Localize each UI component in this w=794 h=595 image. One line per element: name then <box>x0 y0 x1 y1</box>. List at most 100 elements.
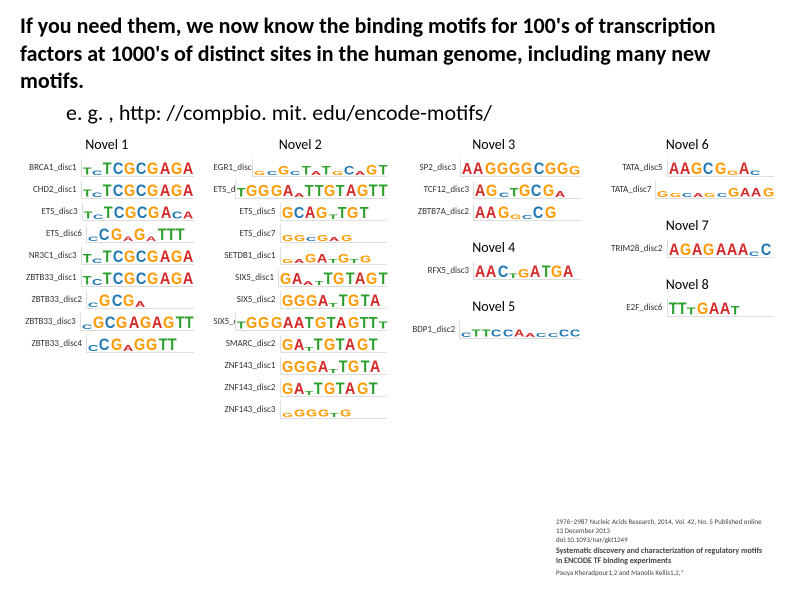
novel-header: Novel 7 <box>601 217 775 234</box>
motif-name: SIX5_disc1 <box>214 272 278 283</box>
motif-logo: AACTGATGA <box>473 262 581 280</box>
motif-row: ZBTB33_disc2CGCGA <box>20 291 194 309</box>
motif-name: ETS_disc6 <box>20 228 86 239</box>
motif-name: CHD2_disc1 <box>20 184 81 195</box>
motif-row: CHD2_disc1TCTCGCGAGA <box>20 181 194 199</box>
motif-name: SETDB1_disc1 <box>214 250 280 261</box>
motif-row: ZBTB33_disc1TCTCGCGAGA <box>20 269 194 287</box>
motif-logo: GAGATGTG <box>280 247 388 265</box>
motif-name: ZNF143_disc2 <box>214 382 280 393</box>
motif-name: ETS_disc1 <box>214 184 235 195</box>
motif-name: ZBTB33_disc4 <box>20 338 86 349</box>
motif-name: RFX5_disc3 <box>407 265 473 276</box>
motif-name: TCF12_disc3 <box>407 184 473 195</box>
citation-doi: doi:10.1093/nar/gkt1249 <box>556 535 766 544</box>
motif-name: SMARC_disc2 <box>214 338 280 349</box>
motif-row: SIX5_disc3TGGGAATGTAGTTT <box>214 313 388 331</box>
motif-logo: GGGGTG <box>280 401 388 419</box>
novel-header: Novel 5 <box>407 298 581 315</box>
motif-name: SP2_disc3 <box>407 162 460 173</box>
motif-row: ETS_disc7GGCGAG <box>214 225 388 243</box>
grid-column: Novel 1BRCA1_disc1TCTCGCGAGACHD2_disc1TC… <box>20 136 194 423</box>
motif-row: ETS_disc5GCAGTTGT <box>214 203 388 221</box>
motif-row: ETS_disc6CCGAGATTT <box>20 225 194 243</box>
motif-logo: GCGCTATGCAGT <box>252 159 387 177</box>
grid-column: Novel 2EGR1_disc4GCGCTATGCAGTETS_disc1TG… <box>214 136 388 423</box>
motif-row: ZBTB33_disc3CGCGAGAGTT <box>20 313 194 331</box>
motif-logo: TCTCGCGACA <box>82 203 194 221</box>
motif-row: BDP1_disc2CTTCCAACCCC <box>407 321 581 339</box>
motif-row: ZNF143_disc3GGGGTG <box>214 401 388 419</box>
motif-logo: TCTCGCGAGA <box>81 247 194 265</box>
motif-logo: CGCGA <box>86 291 194 309</box>
motif-logo: GGGATTGTA <box>280 291 388 309</box>
motif-name: SIX5_disc2 <box>214 294 280 305</box>
motif-logo: AAGGGGCGGG <box>460 159 580 177</box>
motif-logo: GAATTGTAGT <box>278 269 387 287</box>
motif-name: ZBTB7A_disc2 <box>407 206 473 217</box>
motif-logo: TTTGAAT <box>667 299 775 317</box>
motif-logo: CCGAGGTT <box>86 335 194 353</box>
motif-name: ZBTB33_disc2 <box>20 294 86 305</box>
motif-logo: GGGATTGTA <box>280 357 388 375</box>
motif-name: BDP1_disc2 <box>407 324 459 335</box>
motif-row: BRCA1_disc1TCTCGCGAGA <box>20 159 194 177</box>
motif-name: ETS_disc3 <box>20 206 82 217</box>
motif-row: NR3C1_disc3TCTCGCGAGA <box>20 247 194 265</box>
motif-logo: CGCGAGAGTT <box>80 313 194 331</box>
motif-logo: TCTCGCGAGA <box>81 159 194 177</box>
motif-name: ETS_disc7 <box>214 228 280 239</box>
motif-logo: AGCTGCGA <box>473 181 581 199</box>
motif-logo: CCGAGATTT <box>86 225 194 243</box>
motif-name: ETS_disc5 <box>214 206 280 217</box>
motif-logo: CTTCCAACCCC <box>459 321 580 339</box>
citation-title: Systematic discovery and characterizatio… <box>556 546 766 566</box>
motif-name: EGR1_disc4 <box>214 162 253 173</box>
novel-header: Novel 6 <box>601 136 775 153</box>
motif-row: TATA_disc5AAGCGGAC <box>601 159 775 177</box>
motif-name: ZBTB33_disc3 <box>20 316 80 327</box>
motif-logo: GGCGAG <box>280 225 388 243</box>
motif-row: TRIM28_disc2AGAGAAACC <box>601 240 775 258</box>
motif-name: ZNF143_disc3 <box>214 404 280 415</box>
motif-logo: GATTGTAGT <box>280 379 388 397</box>
motif-logo: AAGGCCG <box>473 203 581 221</box>
motif-row: RFX5_disc3AACTGATGA <box>407 262 581 280</box>
motif-row: TCF12_disc3AGCTGCGA <box>407 181 581 199</box>
motif-row: ZNF143_disc2GATTGTAGT <box>214 379 388 397</box>
novel-header: Novel 2 <box>214 136 388 153</box>
citation-block: 2976–2987 Nucleic Acids Research, 2014, … <box>556 517 766 577</box>
slide-subtitle: e. g. , http: //compbio. mit. edu/encode… <box>66 99 774 126</box>
motif-name: SIX5_disc3 <box>214 316 235 327</box>
novel-header: Novel 8 <box>601 276 775 293</box>
slide-title: If you need them, we now know the bindin… <box>20 12 774 95</box>
motif-name: NR3C1_disc3 <box>20 250 81 261</box>
motif-logo: TCTCGCGAGA <box>81 181 194 199</box>
motif-row: TATA_disc7GGCAGCGAAG <box>601 181 775 199</box>
motif-name: E2F_disc6 <box>601 302 667 313</box>
motif-logo: TGGGAATTGTAGTT <box>235 181 387 199</box>
motif-name: TATA_disc7 <box>601 184 656 195</box>
motif-row: ZNF143_disc1GGGATTGTA <box>214 357 388 375</box>
motif-row: SIX5_disc2GGGATTGTA <box>214 291 388 309</box>
motif-row: SIX5_disc1GAATTGTAGT <box>214 269 388 287</box>
motif-name: BRCA1_disc1 <box>20 162 81 173</box>
citation-journal: 2976–2987 Nucleic Acids Research, 2014, … <box>556 517 766 535</box>
motif-logo: TGGGAATGTAGTTT <box>235 313 387 331</box>
motif-name: TATA_disc5 <box>601 162 667 173</box>
motif-row: EGR1_disc4GCGCTATGCAGT <box>214 159 388 177</box>
grid-column: Novel 6 TATA_disc5AAGCGGAC TATA_disc7GGCAG… <box>601 136 775 423</box>
motif-row: SMARC_disc2GATTGTAGT <box>214 335 388 353</box>
motif-row: ZBTB33_disc4CCGAGGTT <box>20 335 194 353</box>
novel-header: Novel 3 <box>407 136 581 153</box>
motif-row: SETDB1_disc1GAGATGTG <box>214 247 388 265</box>
motif-logo: GGCAGCGAAG <box>655 181 774 199</box>
motif-logo: GCAGTTGT <box>280 203 388 221</box>
novel-header: Novel 4 <box>407 239 581 256</box>
motif-name: ZBTB33_disc1 <box>20 272 81 283</box>
motif-row: ETS_disc3TCTCGCGACA <box>20 203 194 221</box>
motif-logo: AGAGAAACC <box>667 240 775 258</box>
motif-grid: Novel 1BRCA1_disc1TCTCGCGAGACHD2_disc1TC… <box>20 136 774 423</box>
motif-logo: TCTCGCGAGA <box>81 269 194 287</box>
motif-row: SP2_disc3AAGGGGCGGG <box>407 159 581 177</box>
